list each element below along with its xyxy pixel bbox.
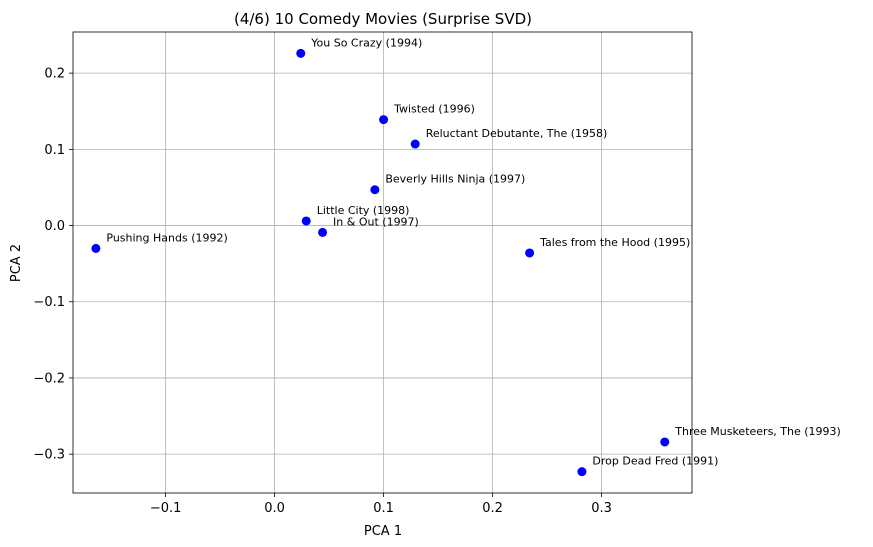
- plot-frame: [72, 31, 693, 494]
- data-point-label: Pushing Hands (1992): [106, 231, 227, 244]
- data-point: [379, 115, 389, 125]
- y-tick-label: −0.2: [33, 371, 65, 386]
- data-point: [91, 243, 101, 253]
- x-tick-label: −0.1: [150, 501, 182, 516]
- data-points: [91, 48, 670, 477]
- data-point: [577, 467, 587, 477]
- y-tick-label: −0.1: [33, 295, 65, 310]
- y-tick-label: 0.2: [44, 67, 65, 82]
- data-point: [370, 185, 380, 195]
- y-tick-label: 0.1: [44, 143, 65, 158]
- point-labels: You So Crazy (1994) Twisted (1996) Relucta…: [106, 36, 840, 467]
- data-point-label: Beverly Hills Ninja (1997): [385, 173, 525, 186]
- data-point: [301, 216, 311, 226]
- data-point-label: Three Musketeers, The (1993): [674, 425, 841, 438]
- y-tick-label: −0.3: [33, 448, 65, 463]
- x-tick-label: 0.3: [591, 501, 612, 516]
- y-tick-label: 0.0: [44, 219, 65, 234]
- x-tick-label: 0.0: [264, 501, 285, 516]
- data-point-label: You So Crazy (1994): [310, 36, 422, 49]
- x-tick-label: 0.1: [373, 501, 394, 516]
- grid: [73, 32, 692, 493]
- data-point-label: Twisted (1996): [393, 103, 475, 116]
- data-point-label: Drop Dead Fred (1991): [592, 455, 718, 468]
- data-point-label: Reluctant Debutante, The (1958): [426, 127, 608, 140]
- data-point: [318, 227, 328, 237]
- chart-title: (4/6) 10 Comedy Movies (Surprise SVD): [234, 10, 532, 28]
- x-tick-label: 0.2: [482, 501, 503, 516]
- data-point: [525, 248, 535, 258]
- y-axis-label: PCA 2: [9, 244, 24, 282]
- data-point-label: In & Out (1997): [333, 215, 419, 228]
- data-point-label: Tales from the Hood (1995): [539, 236, 690, 249]
- data-point: [296, 48, 306, 58]
- x-axis-label: PCA 1: [364, 524, 402, 539]
- axis-ticks: −0.1 0.0 0.1 0.2 0.3 −0.3 −0.2 −0.1 0.0 0.1 0.2: [33, 67, 611, 516]
- data-point: [660, 437, 670, 447]
- data-point: [410, 139, 420, 149]
- data-point-label: Little City (1998): [317, 204, 410, 217]
